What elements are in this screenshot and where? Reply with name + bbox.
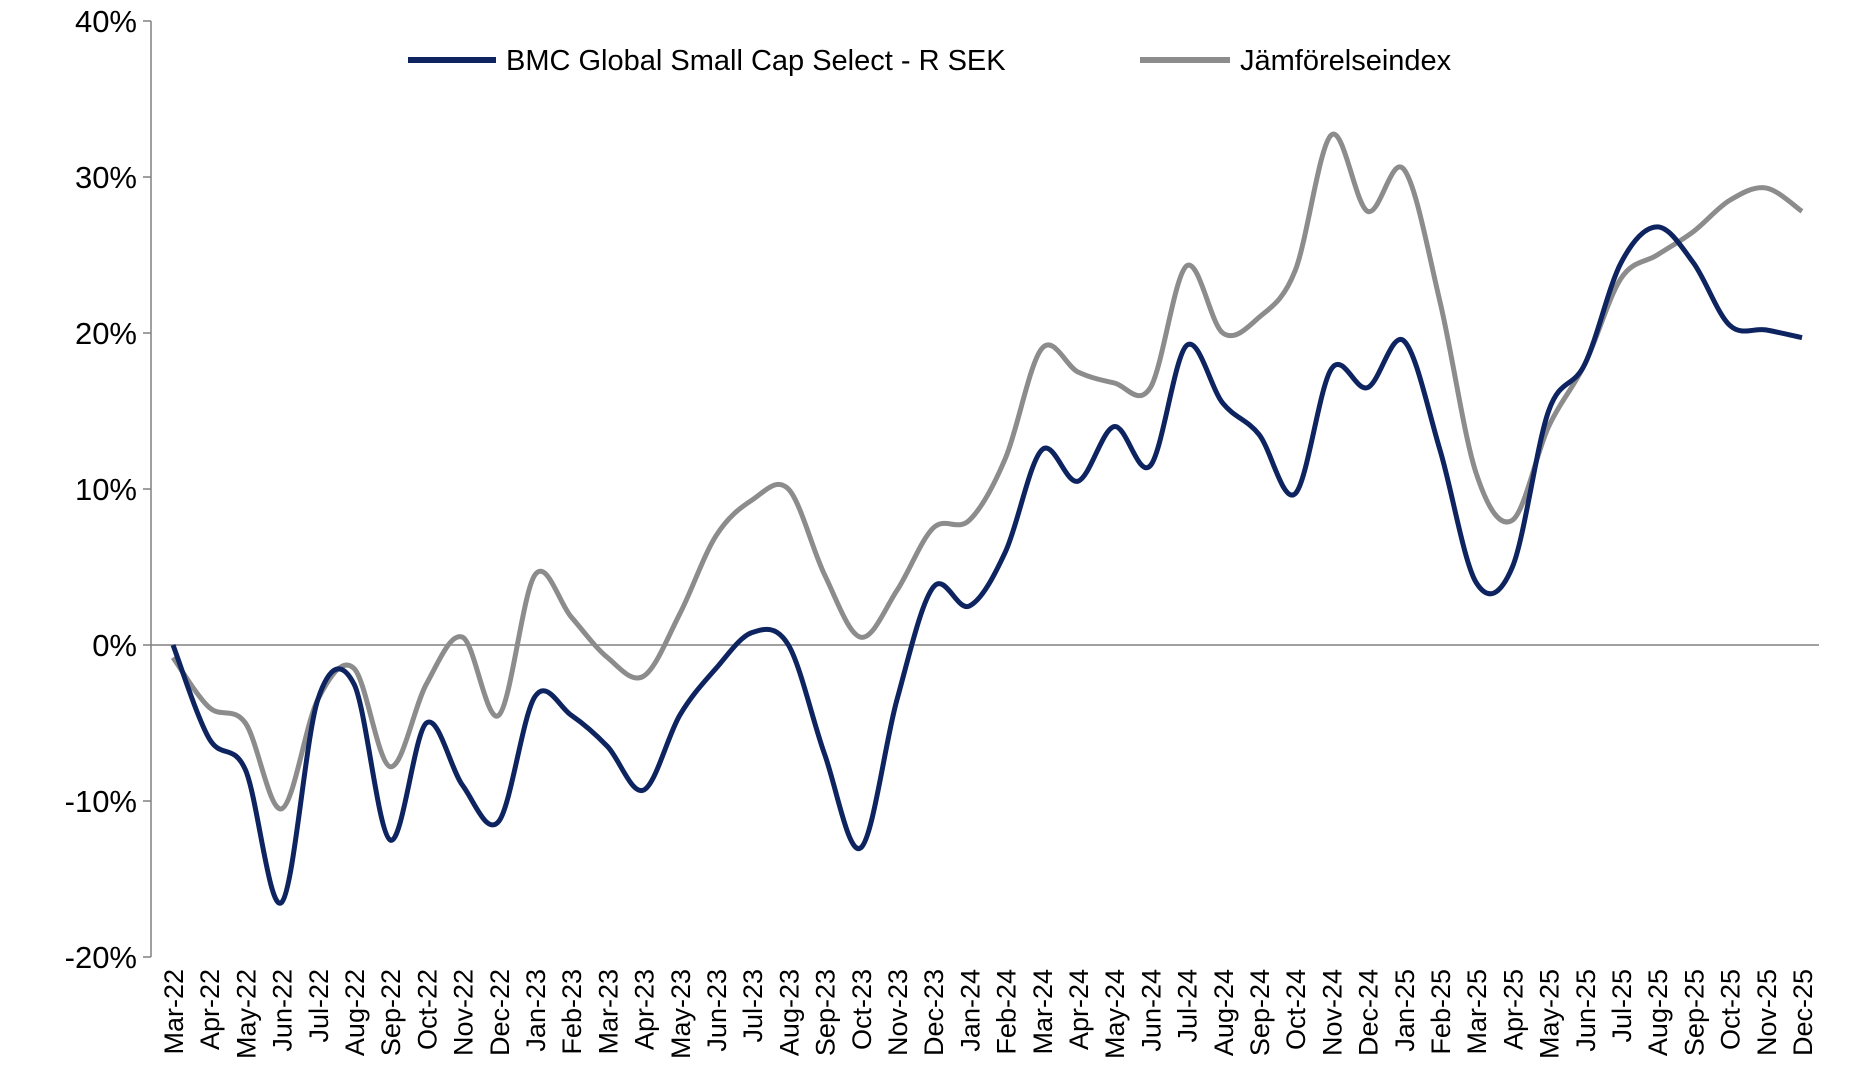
x-tick-label: Jul-25 [1607,969,1637,1043]
x-tick-label: Aug-22 [340,969,370,1056]
legend-label-index: Jämförelseindex [1240,45,1452,77]
x-tick-label: Jun-24 [1136,969,1166,1052]
x-tick-label: May-25 [1535,969,1565,1059]
x-tick-label: Jun-23 [702,969,732,1052]
x-tick-label: Oct-22 [412,969,442,1050]
x-tick-label: Oct-24 [1281,969,1311,1050]
x-tick-label: Mar-25 [1462,969,1492,1055]
x-tick-label: Jan-23 [521,969,551,1052]
x-tick-label: Dec-25 [1788,969,1818,1056]
x-tick-label: Jan-25 [1390,969,1420,1052]
x-tick-label: Sep-24 [1245,969,1275,1056]
x-tick-label: May-23 [666,969,696,1059]
x-tick-label: Mar-22 [159,969,189,1055]
x-tick-label: Oct-23 [847,969,877,1050]
x-tick-label: Nov-23 [883,969,913,1056]
x-tick-label: Jul-22 [304,969,334,1043]
x-tick-label: Jul-23 [738,969,768,1043]
x-tick-label: Feb-23 [557,969,587,1055]
x-tick-label: Nov-24 [1317,969,1347,1056]
x-tick-label: Feb-24 [992,969,1022,1055]
x-tick-label: Apr-25 [1498,969,1528,1050]
x-tick-label: Apr-22 [195,969,225,1050]
series-line-index [170,131,1804,812]
legend-label-bmc: BMC Global Small Cap Select - R SEK [506,45,1006,77]
x-tick-label: Mar-23 [593,969,623,1055]
x-tick-label: Dec-22 [485,969,515,1056]
x-tick-label: Jun-22 [268,969,298,1052]
x-tick-label: May-24 [1100,969,1130,1059]
series-lines [170,131,1804,906]
x-tick-label: Mar-24 [1028,969,1058,1055]
x-tick-label: Dec-23 [919,969,949,1056]
y-tick-label: -10% [65,784,137,819]
x-tick-label: Jan-24 [955,969,985,1052]
legend: BMC Global Small Cap Select - R SEK Jämf… [408,45,1452,77]
x-tick-label: May-22 [231,969,261,1059]
x-tick-label: Aug-24 [1209,969,1239,1056]
x-tick-label: Nov-25 [1752,969,1782,1056]
y-tick-label: 0% [92,628,137,663]
x-tick-label: Oct-25 [1716,969,1746,1050]
axes: -20% -10% 0% 10% 20% 30% 40% Mar-22 Apr-22 May-22… [65,4,1819,1059]
y-tick-label: 40% [75,4,137,39]
x-tick-label: Jul-24 [1173,969,1203,1043]
series-line-bmc [170,224,1803,906]
x-tick-label: Apr-23 [630,969,660,1050]
x-tick-label: Jun-25 [1571,969,1601,1052]
y-tick-label: 30% [75,160,137,195]
x-tick-label: Sep-25 [1679,969,1709,1056]
x-tick-label: Nov-22 [449,969,479,1056]
x-tick-label: Apr-24 [1064,969,1094,1050]
x-tick-label: Sep-22 [376,969,406,1056]
x-tick-label: Sep-23 [811,969,841,1056]
x-tick-label: Feb-25 [1426,969,1456,1055]
y-tick-label: 20% [75,316,137,351]
y-tick-label: -20% [65,940,137,975]
y-tick-label: 10% [75,472,137,507]
x-tick-label: Dec-24 [1354,969,1384,1056]
x-tick-label: Aug-23 [774,969,804,1056]
x-tick-label: Aug-25 [1643,969,1673,1056]
